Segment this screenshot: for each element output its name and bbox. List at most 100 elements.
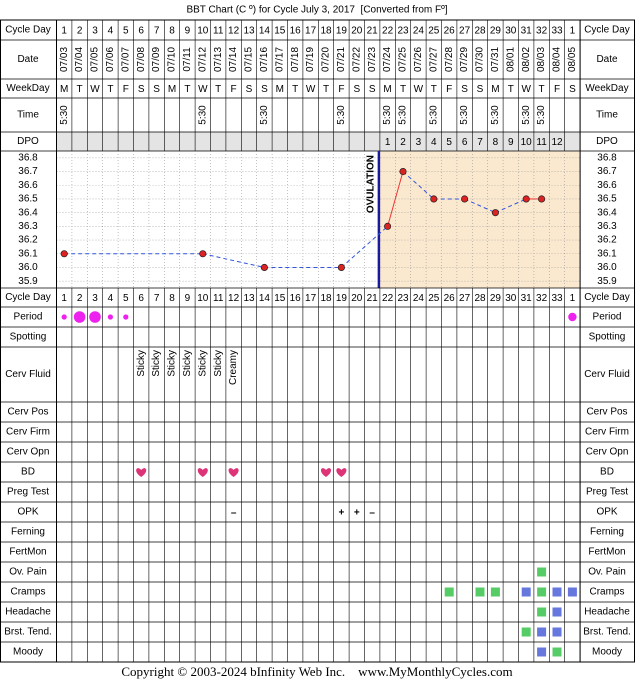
cell-text: 07/10 xyxy=(167,47,178,72)
cell-text: 08/03 xyxy=(536,47,547,72)
symptom-mark xyxy=(444,587,454,597)
cell-text: T xyxy=(431,84,437,95)
row-label: Ferning xyxy=(11,527,45,538)
cell-text: 07/13 xyxy=(213,47,224,72)
cell-text: 3 xyxy=(416,137,422,148)
row-label: WeekDay xyxy=(585,83,628,94)
cell-text: 07/16 xyxy=(259,47,270,72)
cell-text: 10 xyxy=(521,137,533,148)
cell-text: 10 xyxy=(197,26,209,37)
cell-text: 07/24 xyxy=(382,47,393,72)
row-label: Cerv Fluid xyxy=(584,369,630,380)
temp-point xyxy=(522,195,530,203)
row-label: 36.8 xyxy=(597,152,617,163)
cell-text: 07/05 xyxy=(90,47,101,72)
period-dot xyxy=(107,314,113,320)
heart xyxy=(197,468,208,477)
row-label: 36.2 xyxy=(597,235,617,246)
row-label: OPK xyxy=(17,507,38,518)
row-label: WeekDay xyxy=(6,83,49,94)
cell-text: 31 xyxy=(521,26,533,37)
row-label: Date xyxy=(17,54,39,65)
cell-text: Creamy xyxy=(228,350,239,385)
symptom-mark xyxy=(537,587,547,597)
row-label: DPO xyxy=(596,136,618,147)
cell-text: 19 xyxy=(336,26,348,37)
symptom-mark xyxy=(490,587,500,597)
period-dot xyxy=(61,314,67,320)
temp-point xyxy=(60,250,68,258)
cell-text: 30 xyxy=(505,26,517,37)
cell-text: Sticky xyxy=(197,350,208,377)
row-label: Cerv Pos xyxy=(7,407,48,418)
row-label: Brst. Tend. xyxy=(4,627,52,638)
cell-text: 21 xyxy=(367,293,379,304)
cell-text: 07/07 xyxy=(120,47,131,72)
cell-text: 33 xyxy=(551,293,563,304)
row-label: 36.3 xyxy=(597,221,617,232)
cell-text: 07/29 xyxy=(459,47,470,72)
cell-text: – xyxy=(369,508,375,519)
temp-link xyxy=(495,198,527,214)
cell-text: 5:30 xyxy=(398,105,409,125)
row-label: Cramps xyxy=(10,587,45,598)
row-label: Cycle Day xyxy=(5,292,51,303)
cell-text: 27 xyxy=(459,26,471,37)
symptom-mark xyxy=(552,607,562,617)
cell-text: 8 xyxy=(169,26,175,37)
cell-text: F xyxy=(123,84,129,95)
cell-text: S xyxy=(353,84,360,95)
cell-text: 5 xyxy=(123,293,129,304)
cell-text: S xyxy=(138,84,145,95)
cell-text: 4 xyxy=(108,26,114,37)
cell-text: T xyxy=(215,84,221,95)
cell-text: 7 xyxy=(477,137,483,148)
cell-text: 23 xyxy=(397,293,409,304)
cell-text: 25 xyxy=(428,26,440,37)
cell-text: 12 xyxy=(228,26,240,37)
cell-text: W xyxy=(90,84,100,95)
cell-text: T xyxy=(292,84,298,95)
post-ovulation-shade xyxy=(379,151,581,288)
cell-text: 14 xyxy=(259,293,271,304)
heart xyxy=(320,468,332,477)
cell-text: S xyxy=(461,84,468,95)
row-label: BD xyxy=(21,467,35,478)
row-label: Cerv Firm xyxy=(585,427,629,438)
temp-point xyxy=(199,250,207,258)
temp-link xyxy=(202,253,265,268)
cell-text: 33 xyxy=(551,26,563,37)
symptom-mark xyxy=(475,587,485,597)
cell-text: W xyxy=(198,84,208,95)
row-label: Date xyxy=(596,54,618,65)
cell-text: T xyxy=(400,84,406,95)
cell-text: 11 xyxy=(213,26,224,37)
row-label: Moody xyxy=(13,647,43,658)
cell-text: 5:30 xyxy=(259,105,270,125)
cell-text: 29 xyxy=(490,26,502,37)
cell-text: 9 xyxy=(508,137,514,148)
cell-text: 27 xyxy=(459,293,471,304)
period-dot xyxy=(89,311,101,323)
cell-text: W xyxy=(306,84,316,95)
cell-text: T xyxy=(508,84,514,95)
cell-text: 16 xyxy=(290,26,302,37)
row-label: Time xyxy=(596,110,618,121)
row-label: Cerv Opn xyxy=(586,447,629,458)
cell-text: 08/01 xyxy=(505,47,516,72)
ovulation-label: OVULATION xyxy=(366,155,377,213)
cell-text: 6 xyxy=(138,293,144,304)
cell-text: 07/15 xyxy=(244,47,255,72)
symptom-mark xyxy=(521,627,531,637)
cell-text: 26 xyxy=(444,293,456,304)
cell-text: 26 xyxy=(444,26,456,37)
row-label: 36.0 xyxy=(597,262,617,273)
cell-text: – xyxy=(231,508,237,519)
cell-text: 9 xyxy=(185,293,191,304)
cell-text: 07/25 xyxy=(398,47,409,72)
cell-text: M xyxy=(491,84,499,95)
cell-text: S xyxy=(153,84,160,95)
chart-title: BBT Chart (C º) for Cycle July 3, 2017 [… xyxy=(186,5,447,16)
temp-point xyxy=(538,195,546,203)
